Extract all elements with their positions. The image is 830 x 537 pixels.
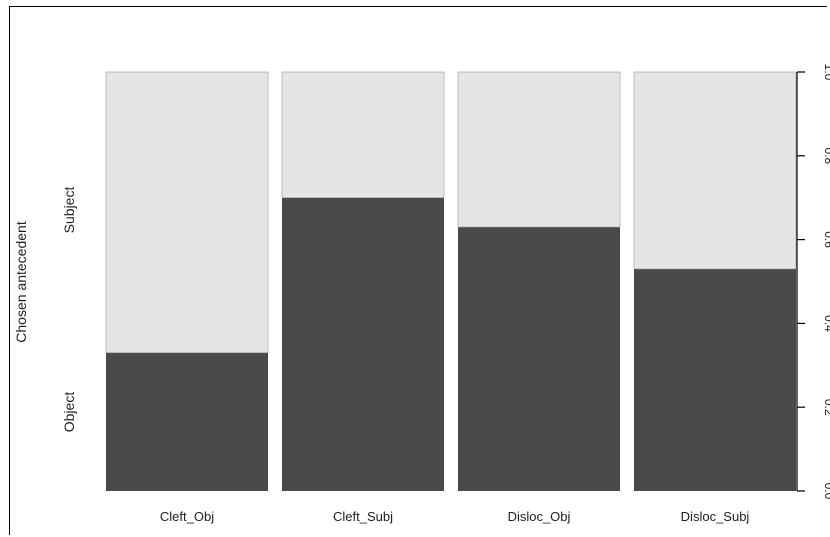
right-axis-tick-label: 0.4 (822, 315, 830, 332)
bar-object-disloc-obj (458, 227, 620, 491)
right-axis-tick-label: 0.6 (822, 231, 830, 248)
bar-object-cleft-obj (106, 352, 268, 491)
plot-frame (9, 6, 827, 535)
bar-subject-disloc-obj (457, 71, 621, 228)
bar-subject-cleft-obj (105, 71, 269, 354)
right-axis-tick-label: 0.0 (822, 483, 830, 500)
bar-object-cleft-subj (282, 197, 444, 491)
x-tick-label: Cleft_Subj (333, 509, 393, 524)
bars-group (105, 71, 797, 491)
x-tick-label: Disloc_Obj (508, 509, 571, 524)
left-category-label-subject: Subject (61, 187, 77, 234)
x-tick-label: Cleft_Obj (160, 509, 214, 524)
x-tick-label: Disloc_Subj (681, 509, 750, 524)
bar-object-disloc-subj (634, 268, 796, 491)
left-category-label-object: Object (61, 392, 77, 433)
x-tick-labels: Cleft_Obj Cleft_Subj Disloc_Obj Disloc_Subj (160, 509, 750, 524)
right-axis-tick-label: 0.2 (822, 399, 830, 416)
bar-subject-cleft-subj (281, 71, 445, 198)
right-axis-tick-label: 1.0 (822, 64, 830, 81)
right-axis-tick-label: 0.8 (822, 147, 830, 164)
y-axis-title: Chosen antecedent (13, 221, 29, 343)
left-category-labels: Object Subject (61, 187, 77, 433)
right-axis: 0.0 0.2 0.4 0.6 0.8 1.0 (796, 64, 830, 500)
bar-subject-disloc-subj (633, 71, 797, 270)
